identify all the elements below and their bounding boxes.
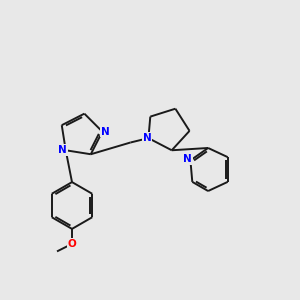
Text: N: N <box>183 154 192 164</box>
Text: N: N <box>58 145 67 155</box>
Text: N: N <box>101 127 110 136</box>
Text: O: O <box>68 239 76 249</box>
Text: N: N <box>142 133 151 142</box>
